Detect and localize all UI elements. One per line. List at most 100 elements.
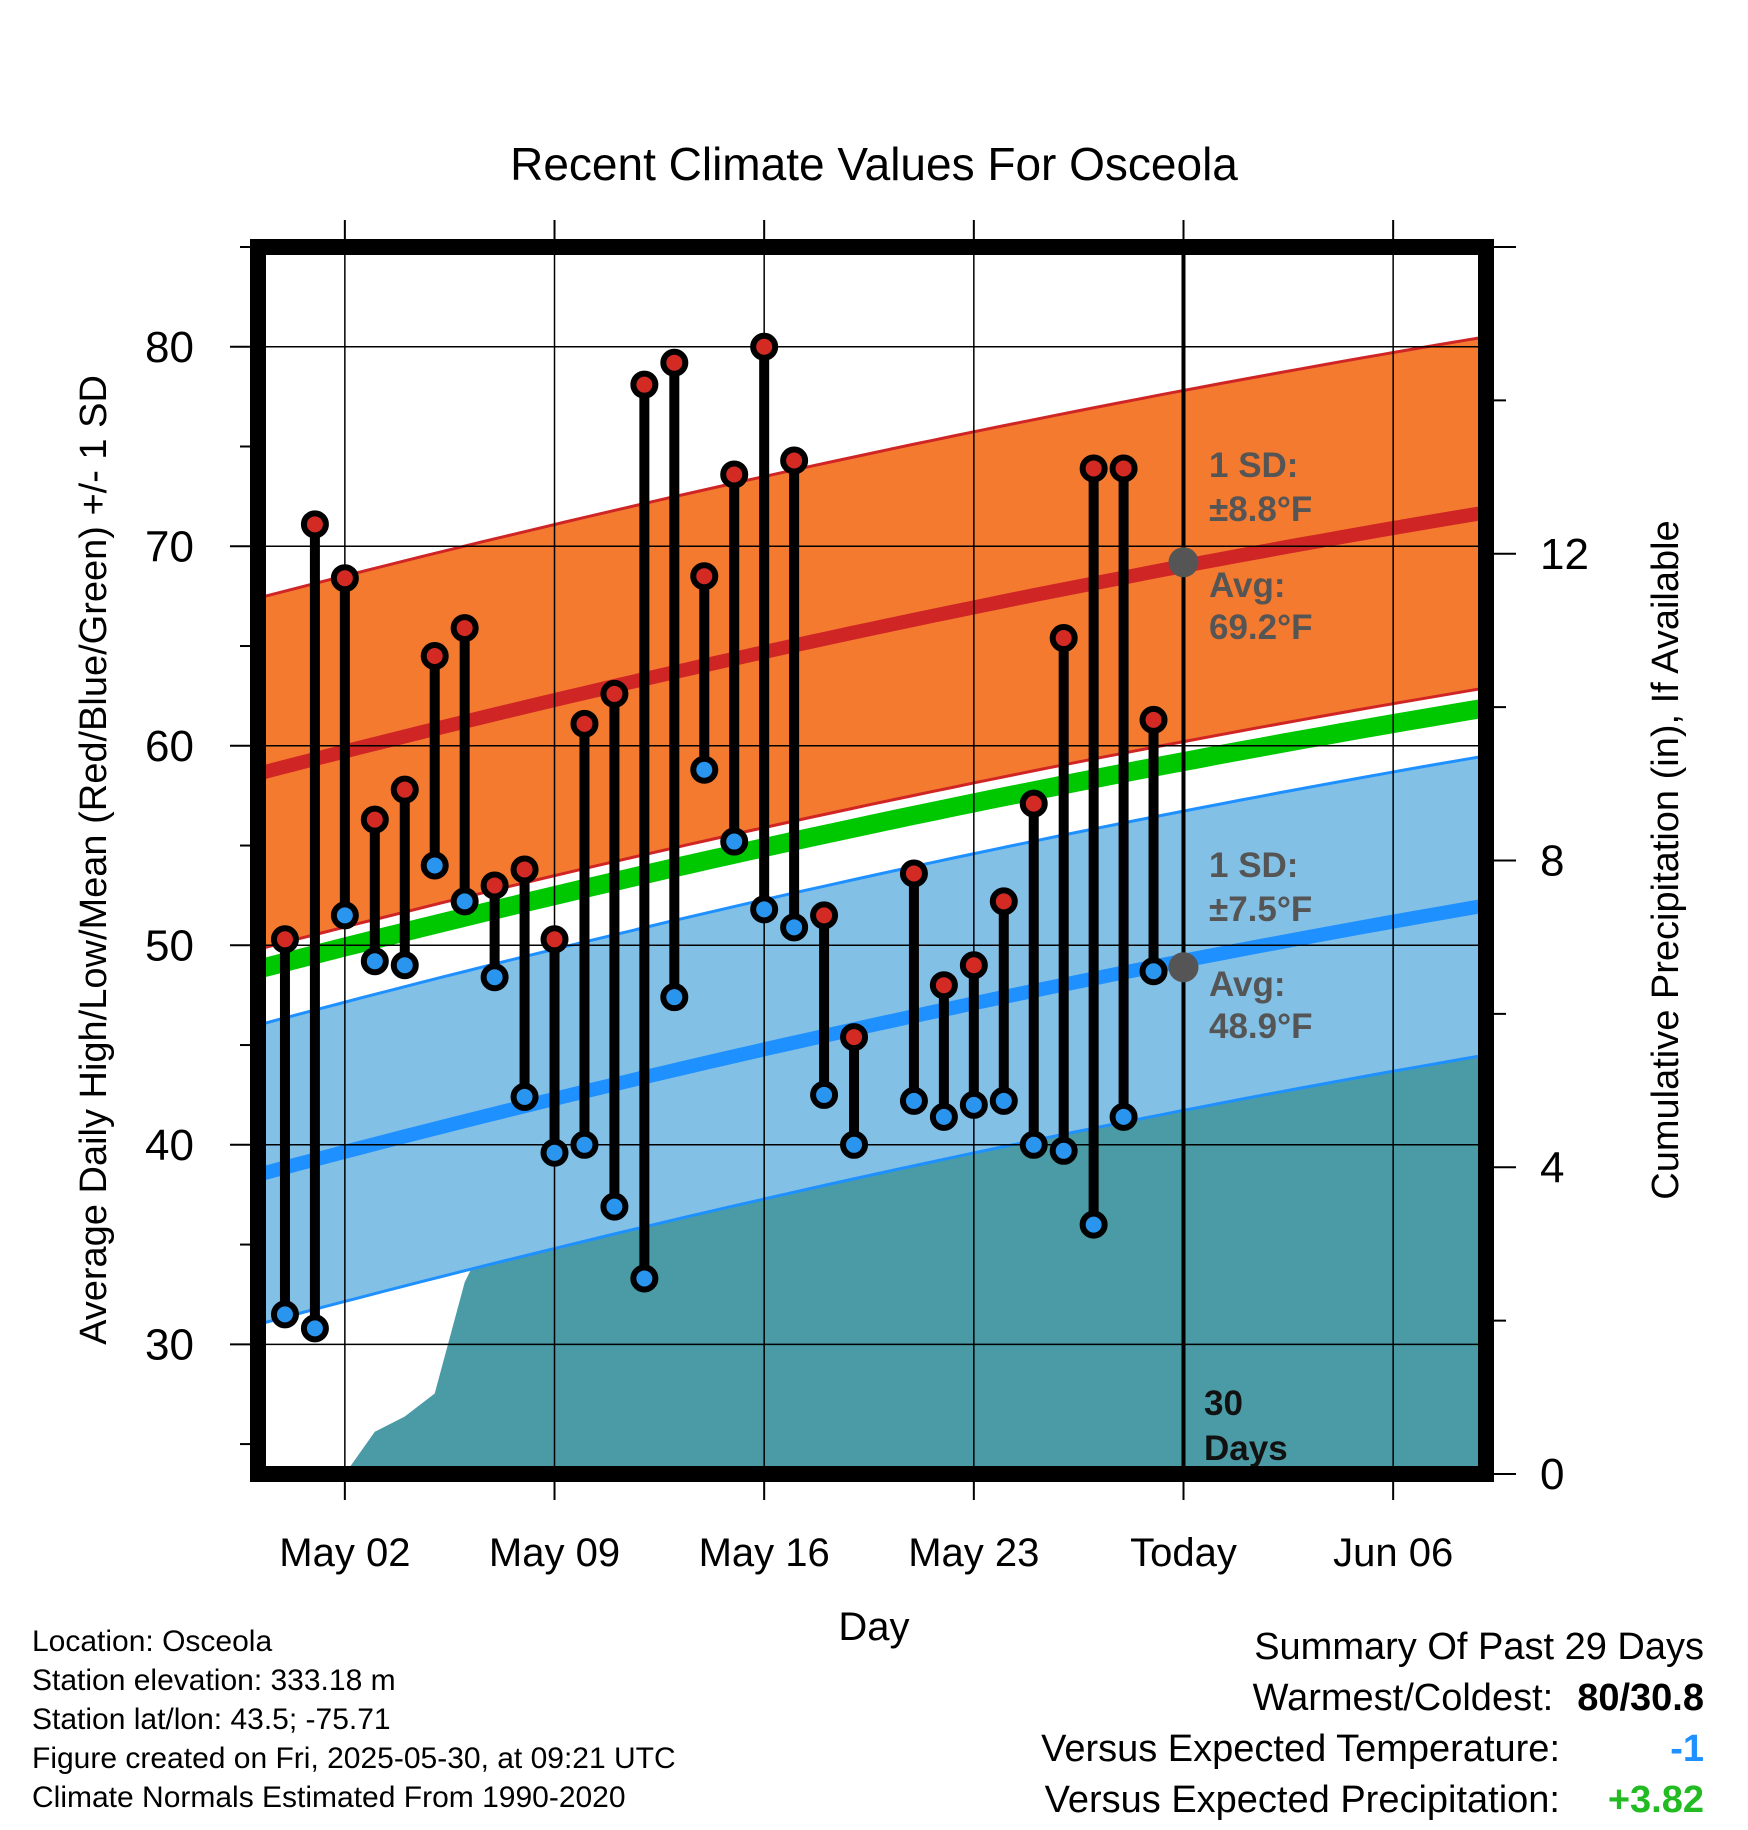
x-tick-label: Today <box>1130 1531 1237 1575</box>
y-axis-right-label: Cumulative Precipitation (in), If Availa… <box>1645 520 1687 1199</box>
low-sd-band <box>258 755 1486 1325</box>
observation-low-marker <box>750 895 779 924</box>
y2-tick-label: 12 <box>1540 530 1589 579</box>
station-info: Location: Osceola Station elevation: 333… <box>32 1622 676 1817</box>
observation-high-marker <box>480 871 509 900</box>
observation-low-marker <box>570 1130 599 1159</box>
x-tick-label: Jun 06 <box>1333 1531 1453 1575</box>
warmest-coldest-value: 80/30.8 <box>1577 1677 1704 1719</box>
observation-high-marker <box>899 859 928 888</box>
observation-high-marker <box>420 642 449 670</box>
observation-high-marker <box>1109 454 1138 483</box>
y-axis-right: 0 4 8 12 <box>1494 246 1589 1499</box>
observation-low-marker <box>510 1082 539 1111</box>
figure-created: Figure created on Fri, 2025-05-30, at 09… <box>32 1742 676 1775</box>
precipitation-anomaly-label: Versus Expected Precipitation: <box>1044 1779 1560 1821</box>
low-band-lower-edge <box>258 1053 1486 1326</box>
y-axis-left: 30 40 50 60 70 80 <box>145 246 250 1446</box>
observation-high-marker <box>929 971 958 1000</box>
y-tick-label: 30 <box>145 1320 194 1369</box>
observation-day <box>1139 705 1168 986</box>
y-tick-label: 50 <box>145 921 194 970</box>
observation-low-marker <box>1079 1210 1108 1239</box>
observation-high-marker <box>780 446 809 475</box>
observation-day <box>510 855 539 1111</box>
observation-low-marker <box>929 1102 958 1131</box>
observation-high-marker <box>660 348 689 377</box>
observation-day <box>810 901 839 1109</box>
observation-high-marker <box>1079 454 1108 483</box>
y2-tick-label: 0 <box>1540 1450 1564 1499</box>
observation-day <box>540 925 569 1167</box>
plot-area <box>258 247 1486 1474</box>
observation-high-marker <box>300 510 329 539</box>
high-sd-band <box>258 336 1486 950</box>
observation-day <box>270 925 299 1329</box>
observation-high-marker <box>1139 705 1168 734</box>
observation-high-marker <box>600 679 629 708</box>
high-sd-label: 1 SD: <box>1209 446 1298 485</box>
x-tick-label: May 23 <box>908 1531 1039 1575</box>
observation-low-marker <box>450 887 479 916</box>
observation-high-marker <box>690 562 719 591</box>
observation-low-marker <box>270 1300 299 1329</box>
observation-low-marker <box>1109 1102 1138 1131</box>
observation-low-marker <box>600 1192 629 1221</box>
observation-low-marker <box>540 1138 569 1167</box>
window-days-unit: Days <box>1204 1429 1288 1468</box>
low-sd-value: ±7.5°F <box>1209 890 1312 929</box>
high-sd-value: ±8.8°F <box>1209 490 1312 529</box>
observation-high-marker <box>450 614 479 643</box>
observation-low-marker <box>390 951 419 980</box>
observation-day <box>720 460 749 856</box>
observation-day <box>1049 624 1078 1165</box>
precipitation-anomaly-value: +3.82 <box>1607 1779 1704 1821</box>
x-axis-label: Day <box>838 1605 909 1649</box>
observation-day <box>840 1023 869 1159</box>
daily-observations <box>270 332 1168 1343</box>
observation-low-marker <box>1139 957 1168 986</box>
high-avg-value: 69.2°F <box>1209 608 1313 647</box>
station-location: Location: Osceola <box>32 1625 273 1658</box>
observation-high-marker <box>510 855 539 884</box>
observation-day <box>929 971 958 1131</box>
observation-low-marker <box>660 983 689 1012</box>
observation-low-marker <box>989 1086 1018 1115</box>
observation-day <box>480 871 509 992</box>
station-elevation: Station elevation: 333.18 m <box>32 1664 396 1697</box>
observation-high-marker <box>989 887 1018 916</box>
observation-low-marker <box>300 1314 329 1343</box>
observation-day <box>450 614 479 916</box>
low-avg-value: 48.9°F <box>1209 1007 1313 1046</box>
observation-day <box>780 446 809 942</box>
warmest-coldest-label: Warmest/Coldest: <box>1252 1677 1554 1719</box>
observation-day <box>600 679 629 1221</box>
observation-day <box>989 887 1018 1115</box>
warmest-coldest-row: Warmest/Coldest: 80/30.8 <box>1041 1677 1704 1728</box>
observation-low-marker <box>630 1264 659 1293</box>
y-tick-label: 40 <box>145 1121 194 1170</box>
observation-day <box>330 564 359 930</box>
plot-frame <box>250 239 1494 1482</box>
observation-low-marker <box>840 1130 869 1159</box>
window-annotation: 30 Days <box>1204 1384 1288 1468</box>
observation-day <box>959 951 988 1119</box>
observation-high-marker <box>840 1023 869 1052</box>
observation-day <box>420 642 449 880</box>
high-average-marker <box>1168 547 1199 578</box>
observation-high-marker <box>720 460 749 489</box>
observation-low-marker <box>360 947 389 976</box>
observation-low-marker <box>480 963 509 992</box>
x-tick-label: May 16 <box>699 1531 830 1575</box>
high-avg-label: Avg: <box>1209 566 1285 605</box>
observation-low-marker <box>959 1090 988 1119</box>
observation-high-marker <box>390 775 419 804</box>
observation-low-marker <box>330 901 359 930</box>
observation-low-marker <box>690 755 719 784</box>
chart-title: Recent Climate Values For Osceola <box>510 138 1238 190</box>
temperature-anomaly-value: -1 <box>1670 1728 1704 1770</box>
window-days-number: 30 <box>1204 1384 1243 1423</box>
observation-day <box>390 775 419 980</box>
summary-panel: Summary Of Past 29 Days Warmest/Coldest:… <box>1041 1626 1704 1830</box>
y-axis-left-label: Average Daily High/Low/Mean (Red/Blue/Gr… <box>73 375 115 1345</box>
